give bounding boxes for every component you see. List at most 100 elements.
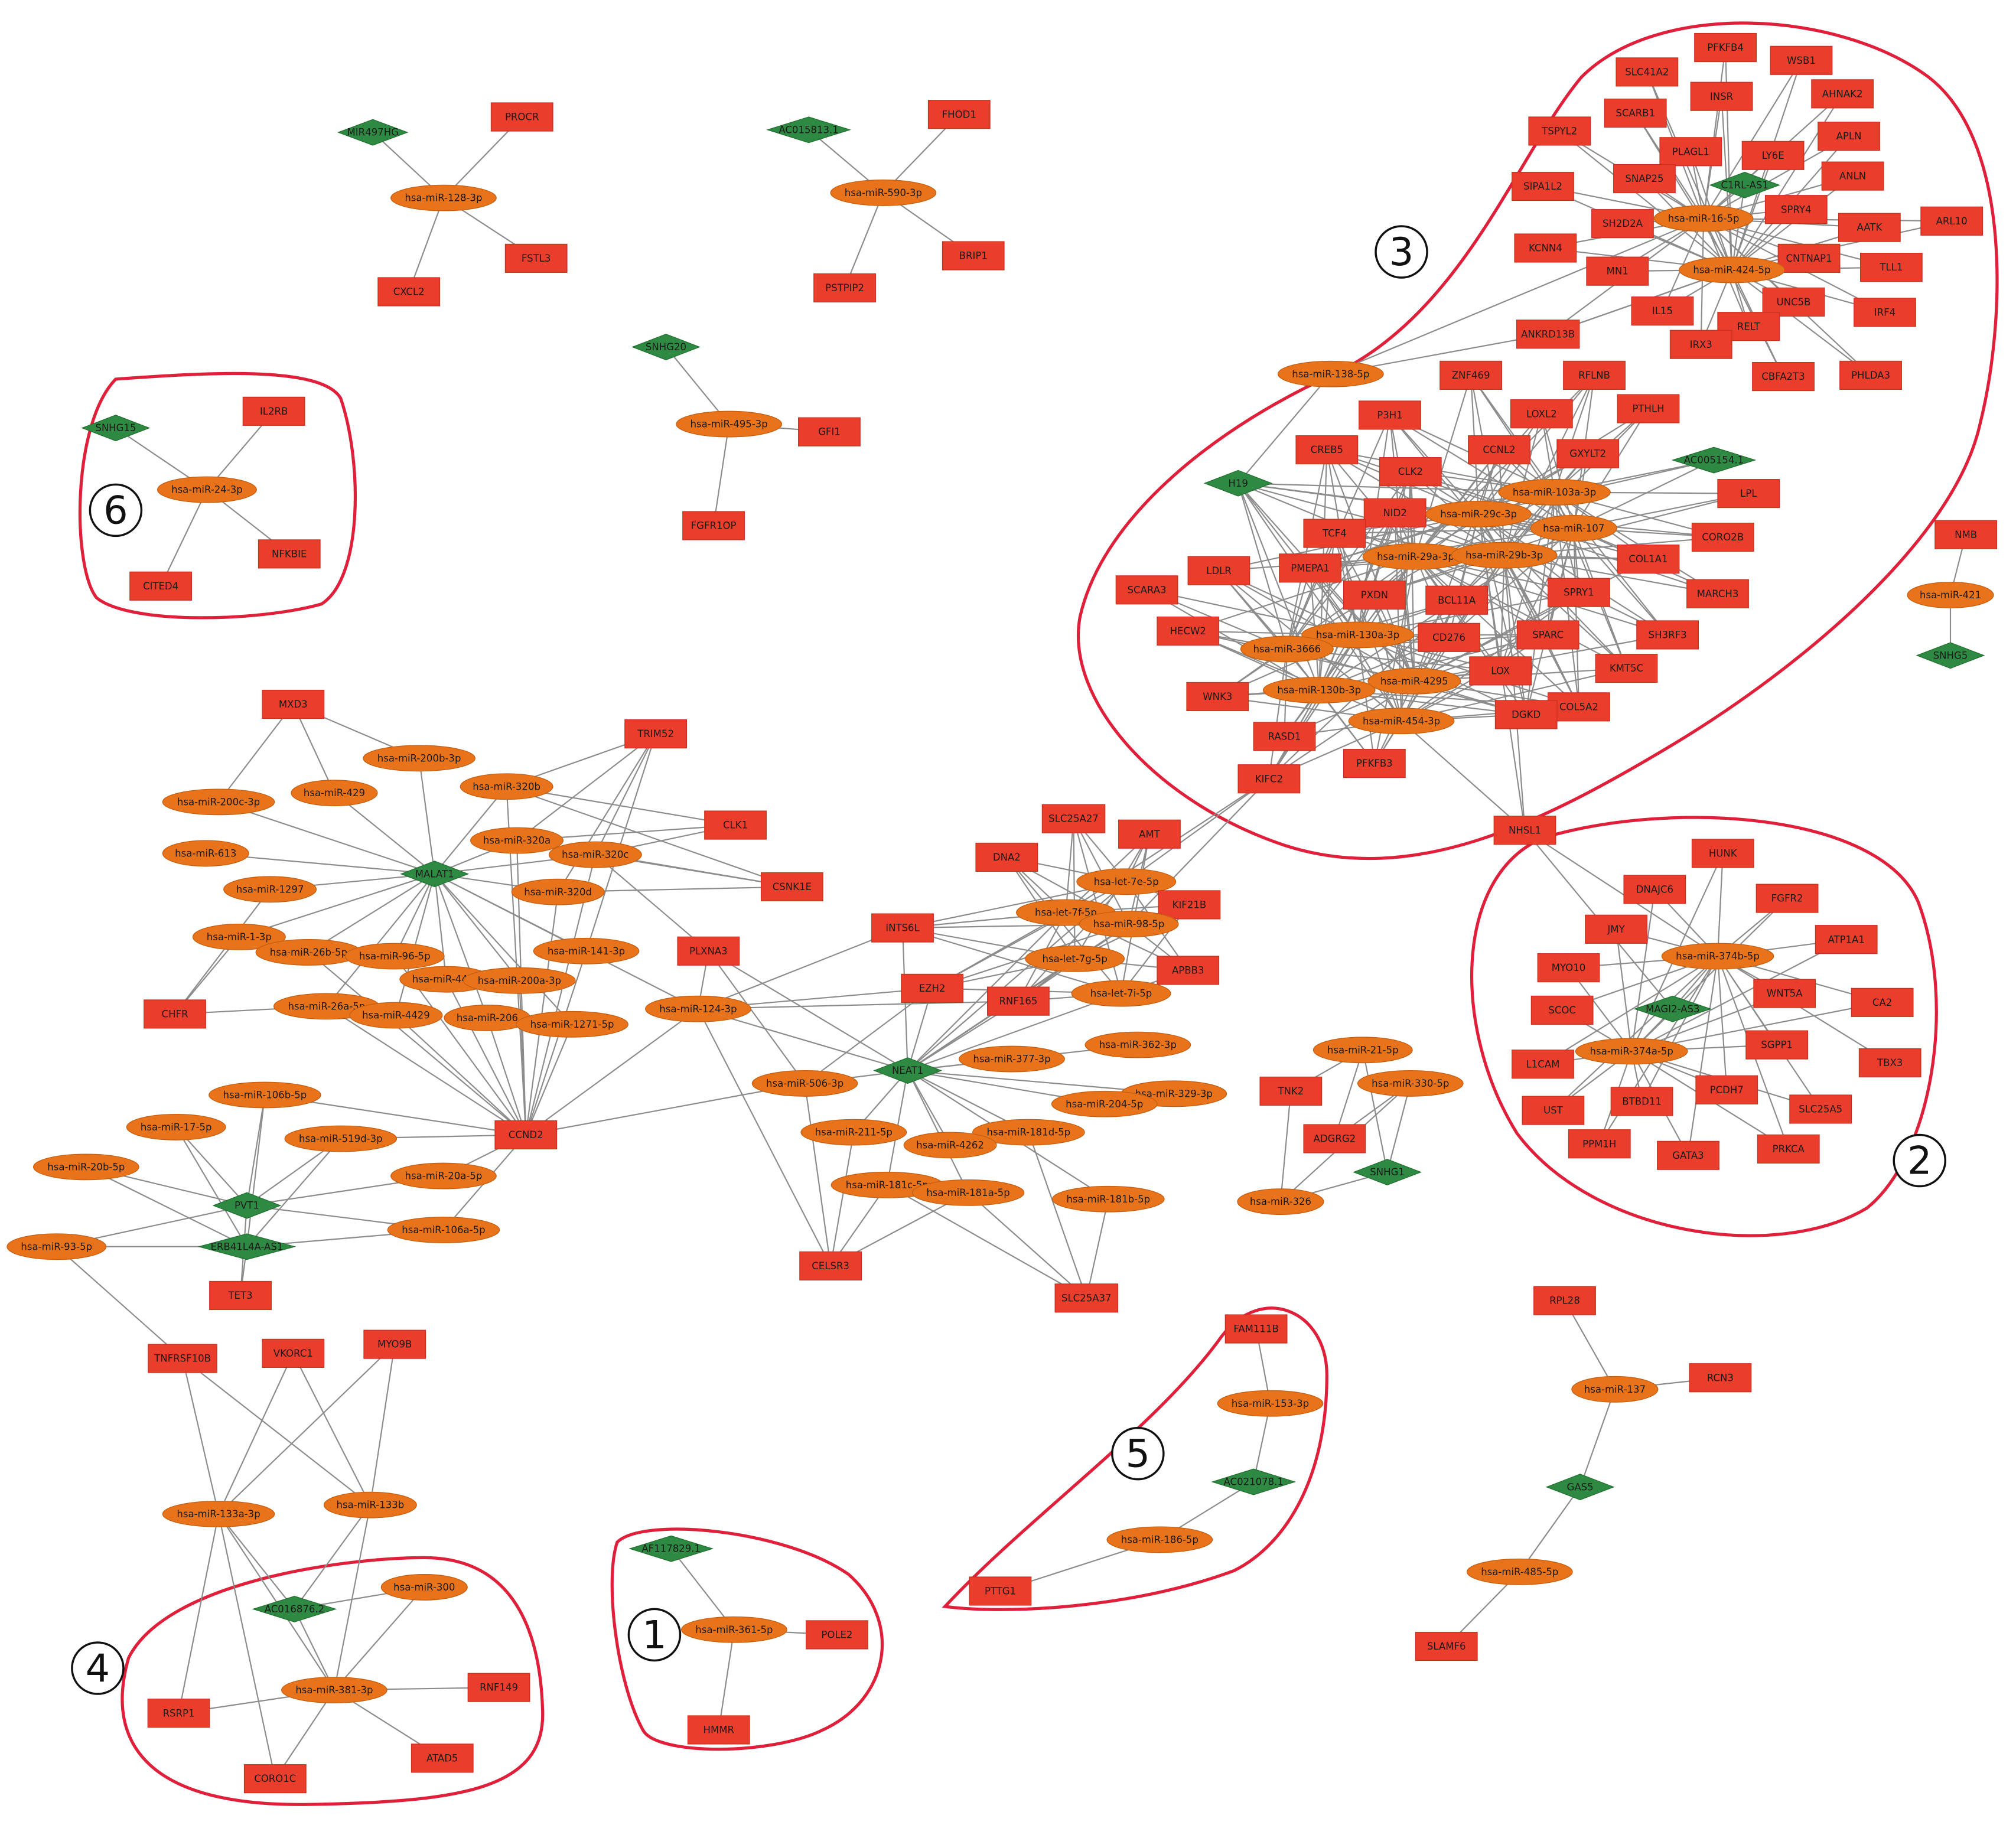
gene-node [1512, 1050, 1574, 1079]
mirna-node [291, 780, 378, 807]
gene-node [1595, 653, 1658, 683]
node-label: PFKFB4 [1707, 42, 1744, 53]
edge [1724, 47, 1733, 271]
gene-node [1756, 884, 1819, 913]
mirna-node [1051, 1090, 1158, 1117]
edge [218, 1353, 294, 1514]
node: hsa-miR-181a-5p [911, 1179, 1025, 1206]
gene-node [1343, 580, 1406, 610]
node-label: hsa-miR-200c-3p [177, 796, 260, 807]
node-label: TET3 [227, 1290, 252, 1301]
edge [968, 1192, 1087, 1299]
gene-node [1591, 209, 1654, 239]
node: hsa-miR-320a [470, 827, 564, 854]
node-label: hsa-miR-320d [524, 887, 592, 898]
mirna-node [344, 943, 445, 970]
node-label: SLAMF6 [1427, 1641, 1466, 1652]
node: TSPYL2 [1528, 116, 1591, 146]
gene-node [1425, 585, 1489, 615]
edge [326, 1005, 526, 1136]
node: ADGRG2 [1303, 1124, 1366, 1153]
mirna-node [1425, 501, 1532, 527]
node-label: LPL [1740, 488, 1757, 499]
mirna-node [959, 1045, 1065, 1073]
node-label: ATAD5 [426, 1752, 458, 1764]
node: BTBD11 [1610, 1087, 1673, 1116]
gene-node [1789, 1094, 1852, 1124]
edge [308, 873, 435, 953]
node: PRKCA [1757, 1134, 1820, 1164]
edge [1386, 1083, 1411, 1172]
node-label: hsa-miR-26a-5p [288, 1001, 365, 1012]
edge [526, 1083, 805, 1136]
node: AHNAK2 [1811, 79, 1874, 109]
node-label: hsa-miR-320c [562, 849, 628, 861]
edge [1470, 374, 1555, 493]
node-label: CELSR3 [812, 1260, 849, 1272]
node: HUNK [1691, 839, 1754, 868]
mirna-node [1051, 1185, 1165, 1213]
gene-node [969, 1576, 1032, 1606]
node-label: hsa-miR-200b-3p [377, 752, 461, 764]
node-label: hsa-miR-200a-3p [478, 975, 561, 986]
node-label: PRKCA [1773, 1143, 1805, 1155]
node: BCL11A [1425, 585, 1489, 615]
node: PPM1H [1568, 1129, 1631, 1159]
node: SLAMF6 [1415, 1631, 1478, 1661]
gene-node [927, 100, 991, 129]
node: hsa-miR-377-3p [959, 1045, 1065, 1073]
node: POLE2 [806, 1620, 868, 1650]
edge [218, 801, 435, 875]
node-label: hsa-let-7i-5p [1090, 988, 1152, 999]
edge [1330, 217, 1704, 375]
node-label: NHSL1 [1509, 824, 1541, 836]
node: L1CAM [1512, 1050, 1574, 1079]
mirna-node [1498, 479, 1611, 506]
node: SLC25A37 [1054, 1283, 1119, 1313]
node: hsa-miR-24-3p [157, 476, 257, 503]
node-label: ANLN [1839, 171, 1866, 182]
gene-node [1585, 914, 1647, 944]
node-label: hsa-miR-374a-5p [1590, 1046, 1673, 1057]
node: hsa-miR-26b-5p [255, 939, 362, 966]
node: FGFR1OP [682, 511, 745, 540]
gene-node [1493, 816, 1556, 845]
node-label: P3H1 [1377, 409, 1402, 421]
gene-node [1694, 32, 1757, 63]
node: PMEPA1 [1279, 553, 1341, 583]
gene-node [1586, 256, 1649, 286]
gene-node [871, 913, 934, 943]
mirna-node [533, 937, 640, 964]
node-label: hsa-miR-361-5p [695, 1624, 773, 1635]
lncrna-node [212, 1192, 282, 1219]
mirna-node [387, 1217, 500, 1243]
node-label: hsa-miR-485-5p [1481, 1566, 1558, 1578]
edge [1187, 630, 1402, 722]
node-label: hsa-miR-495-3p [691, 419, 768, 430]
edge [1731, 269, 1871, 376]
mirna-node [126, 1113, 226, 1140]
gene-node [1259, 1076, 1323, 1106]
node: CORO2B [1691, 523, 1754, 552]
node-label: SCARA3 [1128, 584, 1167, 595]
edge [86, 1166, 247, 1247]
node: SH2D2A [1591, 209, 1654, 239]
mirna-node [1357, 1070, 1464, 1097]
edge [887, 1184, 1087, 1299]
node-label: FHOD1 [942, 109, 976, 120]
node-label: GFI1 [818, 426, 841, 438]
node: hsa-miR-103a-3p [1498, 479, 1611, 506]
gene-node [760, 872, 823, 902]
node-label: RNF165 [999, 996, 1037, 1007]
node: hsa-miR-374a-5p [1575, 1038, 1688, 1065]
gene-node [1762, 287, 1825, 317]
node-label: PFKFB3 [1356, 758, 1393, 769]
cluster-outline [120, 1556, 545, 1806]
node-label: SLC41A2 [1625, 66, 1669, 77]
edge [830, 1132, 855, 1266]
edge [434, 874, 520, 982]
node-label: hsa-miR-211-5p [815, 1127, 893, 1138]
node-label: SPRY4 [1781, 204, 1812, 215]
node: hsa-miR-107 [1530, 514, 1617, 542]
